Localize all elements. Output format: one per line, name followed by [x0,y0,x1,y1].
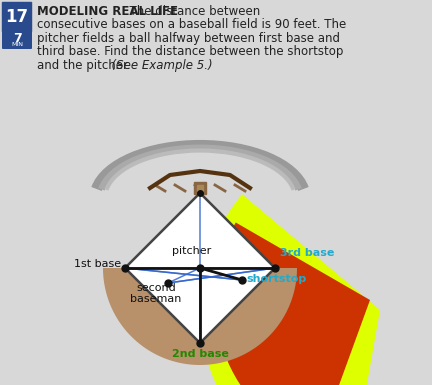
Text: and the pitcher.: and the pitcher. [37,59,130,72]
Text: second: second [136,283,176,293]
Wedge shape [215,223,370,385]
Text: 1st base: 1st base [74,259,121,269]
Text: 17: 17 [6,8,29,26]
FancyBboxPatch shape [2,31,32,49]
Text: third base. Find the distance between the shortstop: third base. Find the distance between th… [37,45,343,59]
Text: MODELING REAL LIFE: MODELING REAL LIFE [37,5,178,18]
Text: baseman: baseman [130,294,182,304]
Text: consecutive bases on a baseball field is 90 feet. The: consecutive bases on a baseball field is… [37,18,346,32]
Text: pitcher fields a ball halfway between first base and: pitcher fields a ball halfway between fi… [37,32,340,45]
Text: 3rd base: 3rd base [280,248,334,258]
Text: 7: 7 [13,32,21,45]
Text: 2nd base: 2nd base [172,349,229,359]
Text: shortstop: shortstop [246,274,306,284]
Polygon shape [125,193,275,343]
Text: pitcher: pitcher [172,246,212,256]
Polygon shape [103,268,297,365]
Wedge shape [200,194,380,385]
Text: MIN: MIN [11,42,23,47]
FancyBboxPatch shape [1,2,32,32]
Text: The distance between: The distance between [122,5,260,18]
Text: (See Example 5.): (See Example 5.) [104,59,213,72]
